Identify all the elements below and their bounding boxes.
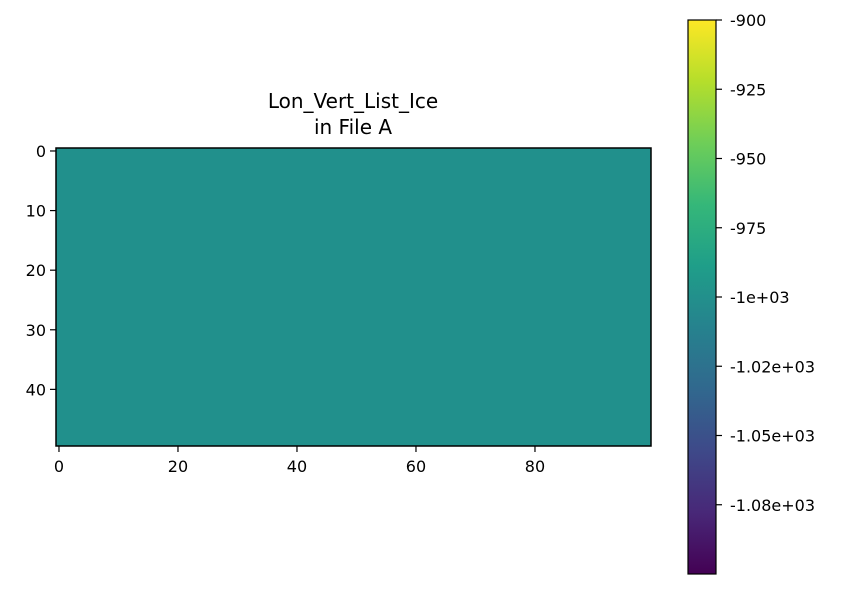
colorbar-tick-label: -975 [730,219,766,238]
chart-title-line-2: in File A [314,115,392,139]
y-tick-label: 0 [36,142,46,161]
colorbar-fill [688,20,716,574]
y-tick-label: 20 [26,261,46,280]
chart-title-line-1: Lon_Vert_List_Ice [268,89,438,113]
x-tick-label: 80 [525,457,545,476]
colorbar-tick-label: -1.08e+03 [730,496,815,515]
colorbar: -900 -925 -950 -975 -1e+03 -1.02e+03 -1.05e+03… [687,11,815,575]
y-tick-label: 40 [26,380,46,399]
y-axis: 0 10 20 30 40 [26,142,56,399]
colorbar-tick-label: -1e+03 [730,288,790,307]
heatmap-plot: 0 20 40 60 80 0 10 20 30 40 [26,142,652,476]
x-tick-label: 0 [54,457,64,476]
y-tick-label: 30 [26,321,46,340]
x-tick-label: 60 [406,457,426,476]
y-tick-label: 10 [26,202,46,221]
colorbar-tick-label: -1.05e+03 [730,427,815,446]
colorbar-tick-label: -900 [730,11,766,30]
colorbar-tick-label: -950 [730,150,766,169]
colorbar-tick-label: -925 [730,80,766,99]
x-tick-label: 40 [287,457,307,476]
plot-frame [55,147,652,447]
heatmap-cells [56,148,651,446]
colorbar-ticks: -900 -925 -950 -975 -1e+03 -1.02e+03 -1.05e+03… [716,11,815,515]
x-tick-label: 20 [168,457,188,476]
colorbar-tick-label: -1.02e+03 [730,357,815,376]
x-axis: 0 20 40 60 80 [54,446,545,476]
